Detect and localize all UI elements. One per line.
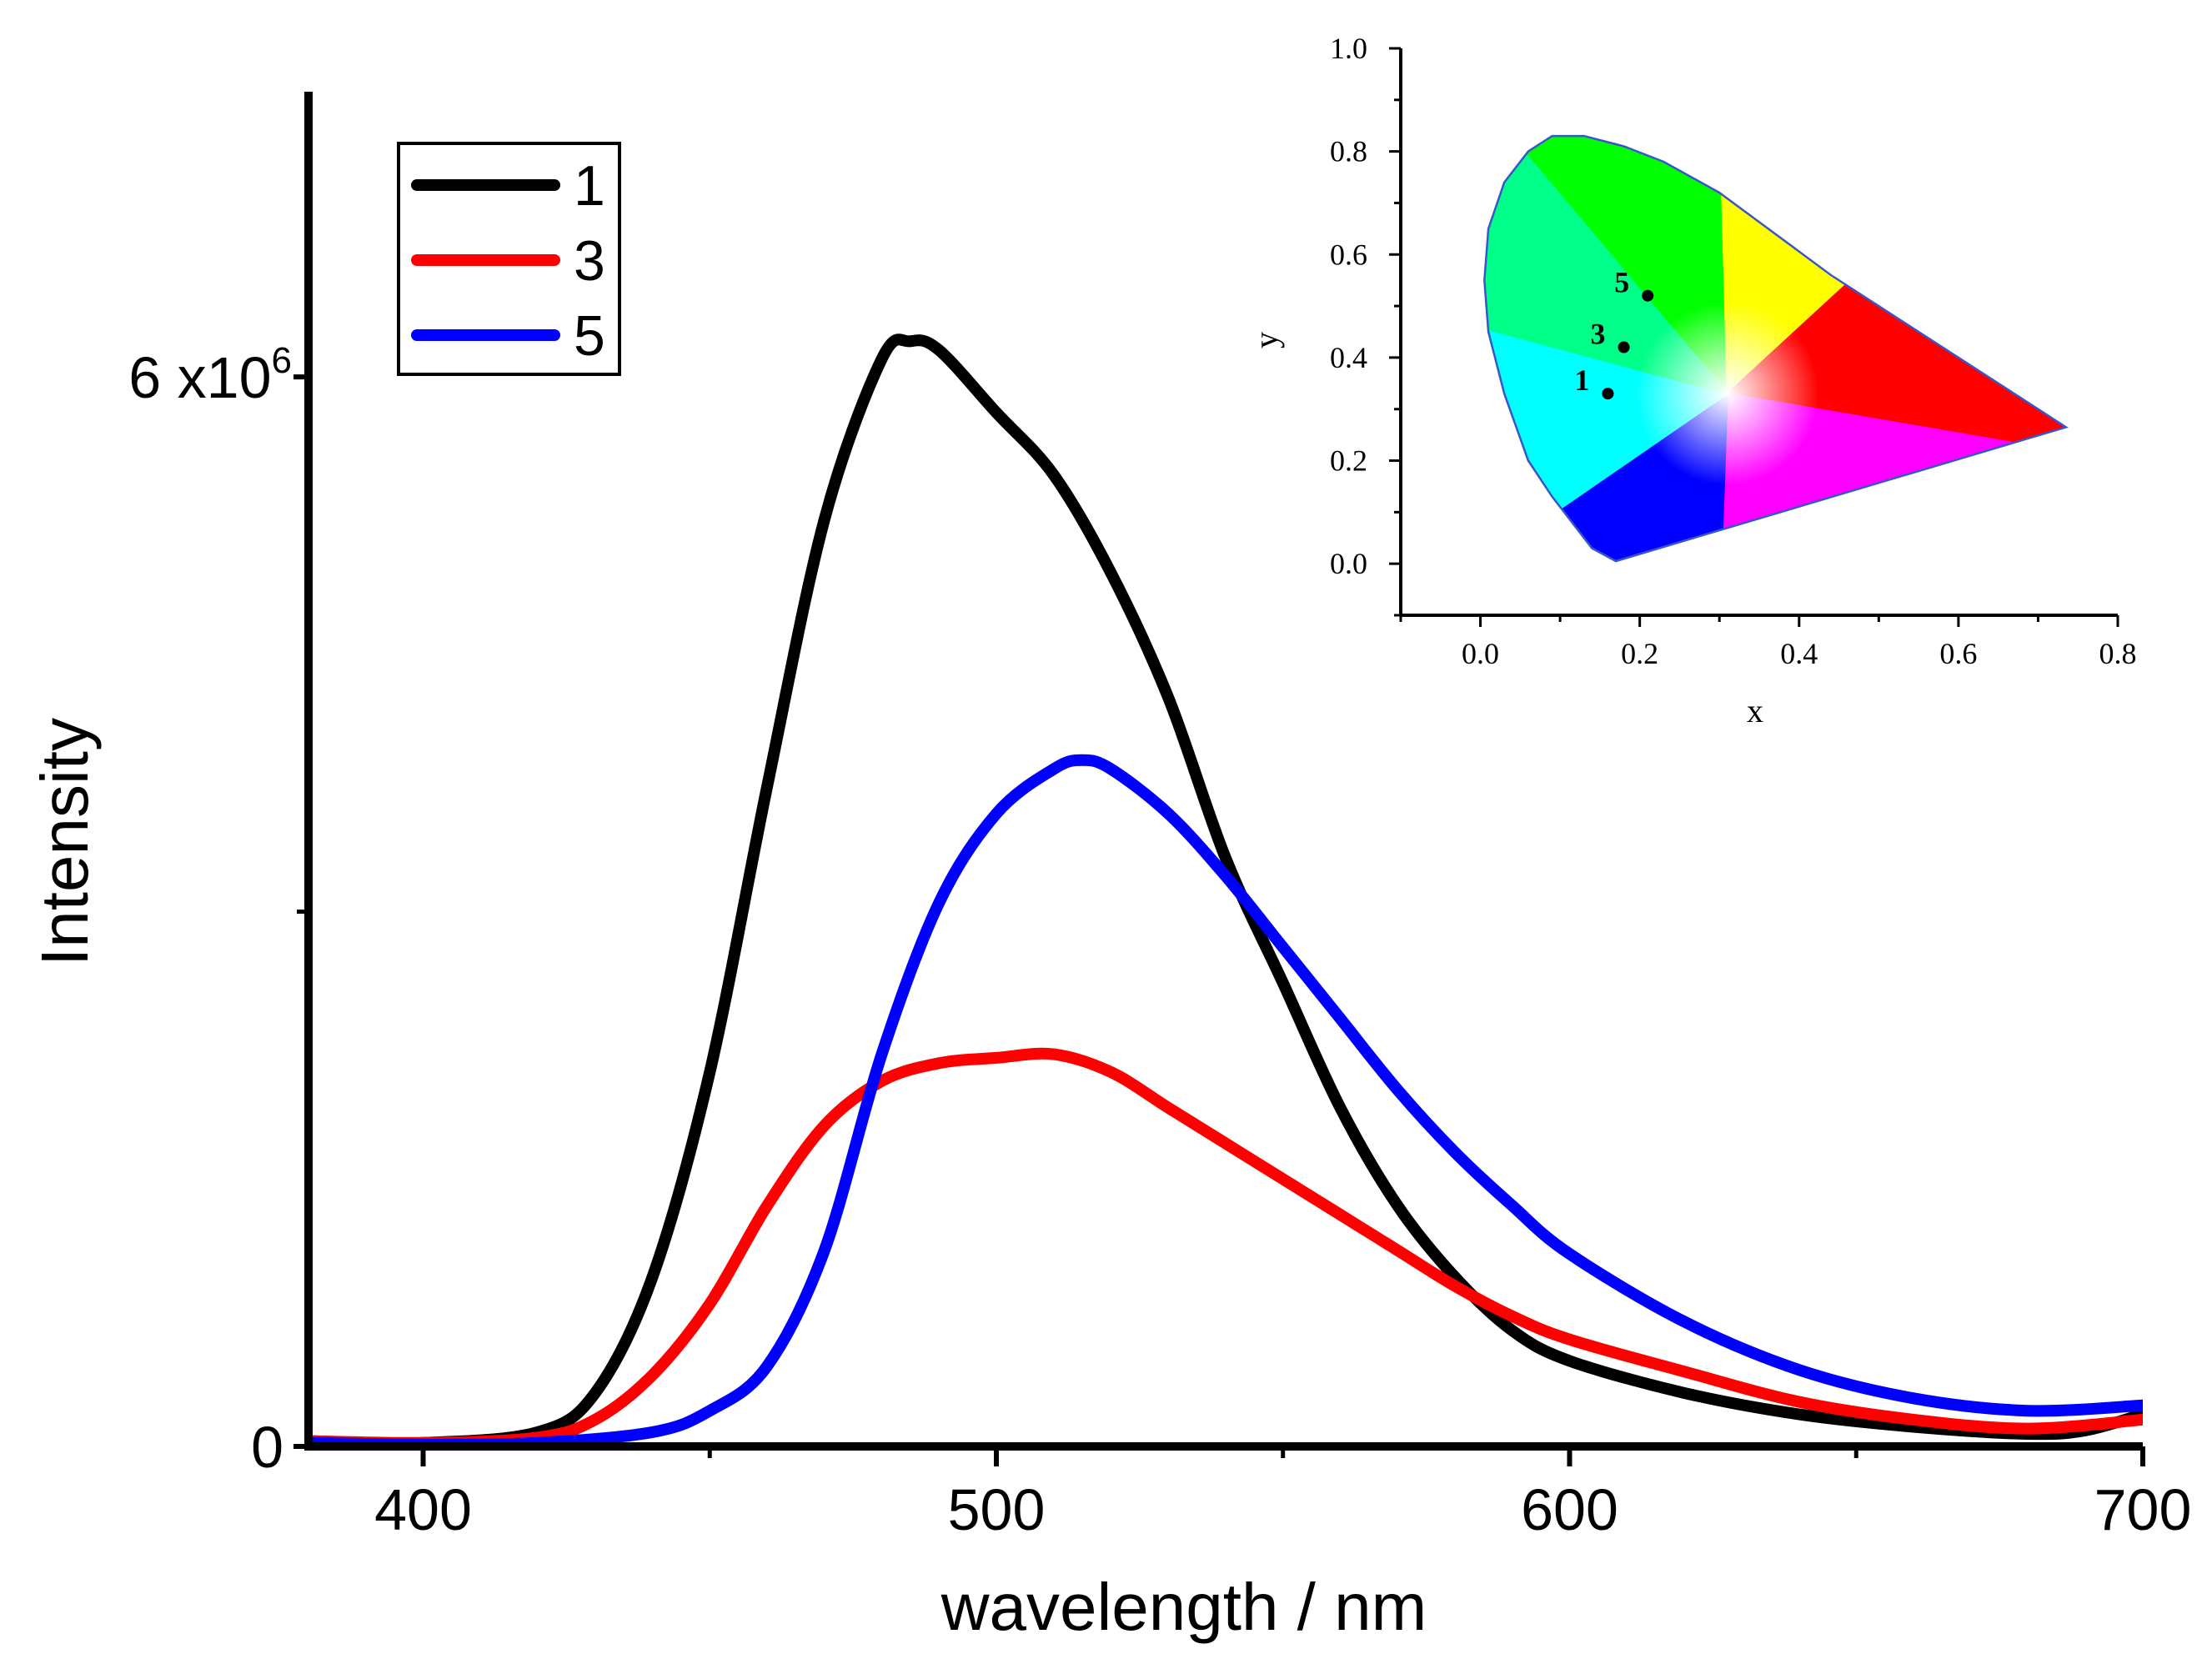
x-tick-label: 700	[2094, 1477, 2192, 1542]
cie-point-label-5: 5	[1614, 266, 1629, 299]
inset-y-tick-label: 0.0	[1330, 547, 1367, 580]
cie-point-1	[1602, 388, 1614, 400]
series-line-3	[308, 1047, 2143, 1446]
y-axis-ticks: 0 6 x106	[128, 340, 308, 1480]
inset-x-tick-label: 0.8	[2099, 637, 2137, 670]
inset-x-axis-title: x	[1747, 692, 1763, 729]
series-line-5	[308, 754, 2143, 1446]
inset-y-tick-label: 0.8	[1330, 135, 1367, 168]
y-tick-label: 0	[251, 1415, 283, 1480]
inset-y-axis-title: y	[1247, 332, 1285, 348]
inset-x-tick-label: 0.4	[1780, 637, 1818, 670]
inset-y-tick-label: 0.2	[1330, 444, 1367, 478]
x-tick-label: 500	[948, 1477, 1046, 1542]
cie-point-5	[1642, 289, 1654, 302]
inset-x-axis-ticks: 0.0 0.2 0.4 0.6 0.8	[1399, 615, 2137, 670]
spectrum-series-group	[308, 333, 2143, 1446]
series-line-1	[308, 333, 2143, 1446]
legend-label-3: 3	[574, 229, 605, 293]
y-axis-title: Intensity	[28, 718, 102, 966]
emission-spectrum-chart: 400 500 600 700 0 6 x106 wavelength / nm Int…	[28, 92, 2191, 1644]
gamut-wedge	[1484, 136, 1730, 395]
inset-y-tick-label: 0.4	[1330, 341, 1367, 374]
legend-label-5: 5	[574, 304, 605, 368]
gamut-white-point	[1635, 302, 1819, 486]
inset-x-tick-label: 0.6	[1939, 637, 1977, 670]
cie-inset-chart: 0.0 0.2 0.4 0.6 0.8 0.0 0.2 0.4 0.6 0.8 1.0 135 x…	[1247, 32, 2137, 729]
legend: 1 3 5	[397, 142, 621, 376]
legend-label-1: 1	[574, 154, 605, 218]
inset-y-tick-label: 1.0	[1330, 32, 1367, 65]
x-axis-title: wavelength / nm	[940, 1570, 1427, 1644]
cie-gamut	[1483, 134, 2069, 563]
x-axis-ticks: 400 500 600 700	[374, 1446, 2191, 1542]
cie-point-label-1: 1	[1574, 363, 1589, 397]
x-tick-label: 400	[374, 1477, 472, 1542]
x-tick-label: 600	[1521, 1477, 1618, 1542]
inset-x-tick-label: 0.2	[1621, 637, 1658, 670]
inset-y-axis-ticks: 0.0 0.2 0.4 0.6 0.8 1.0	[1330, 32, 1401, 617]
inset-points: 135	[1574, 266, 1654, 400]
inset-x-tick-label: 0.0	[1462, 637, 1499, 670]
y-tick-label: 6 x106	[128, 340, 292, 410]
cie-point-label-3: 3	[1591, 318, 1606, 351]
gamut-outline	[1483, 134, 2069, 563]
inset-y-tick-label: 0.6	[1330, 238, 1367, 271]
cie-point-3	[1618, 341, 1630, 353]
